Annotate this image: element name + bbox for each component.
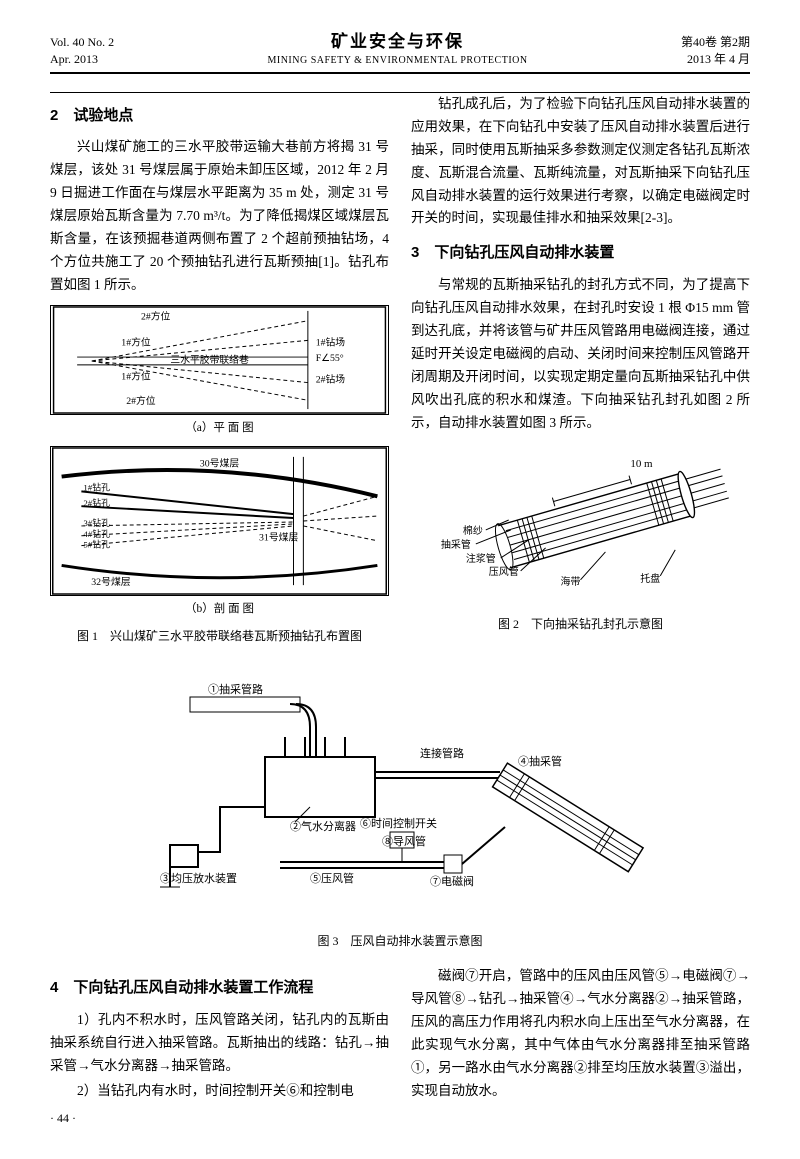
fig1b-svg: 30号煤层 31号煤层 32号煤层 1#钻孔 2#钻孔 3#钻孔 4#钻孔 5#… bbox=[50, 446, 389, 596]
section2-para1: 兴山煤矿施工的三水平胶带运输大巷前方将揭 31 号煤层，该处 31 号煤层属于原… bbox=[50, 136, 389, 297]
section3-para1: 与常规的瓦斯抽采钻孔的封孔方式不同，为了提高下向钻孔压风自动排水效果，在封孔时安… bbox=[411, 274, 750, 435]
para-after-fig1: 钻孔成孔后，为了检验下向钻孔压风自动排水装置的应用效果，在下向钻孔中安装了压风自… bbox=[411, 93, 750, 231]
fig2-len: 10 m bbox=[630, 459, 653, 471]
figure-3-wrap: ①抽采管路 ②气水分离器 ③均压放水装置 ④抽采管 ⑤压风管 ⑥时间控制开关 ⑦… bbox=[50, 667, 750, 951]
vol-line: Vol. 40 No. 2 bbox=[50, 34, 114, 51]
fig2-tray: 托盘 bbox=[640, 572, 660, 585]
fig1b-seam31: 31号煤层 bbox=[259, 531, 299, 544]
fig1a-lbl-1b: 1#方位 bbox=[121, 369, 151, 382]
fig1b-h3: 3#钻孔 bbox=[83, 517, 110, 528]
fig2-belt: 海带 bbox=[561, 575, 581, 588]
fig3-l7: ⑦电磁阀 bbox=[430, 874, 474, 888]
fig1a-lbl-1a: 1#方位 bbox=[121, 335, 151, 348]
fig2-air: 压风管 bbox=[489, 565, 519, 578]
journal-title-cn: 矿业安全与环保 bbox=[267, 30, 527, 54]
lower-columns: 4 下向钻孔压风自动排水装置工作流程 1）孔内不积水时，压风管路关闭，钻孔内的瓦… bbox=[50, 965, 750, 1129]
date-line: Apr. 2013 bbox=[50, 51, 114, 68]
fig1a-lbl-ang: F∠55° bbox=[316, 353, 344, 364]
fig1a-lbl-f2: 2#钻场 bbox=[316, 372, 346, 385]
fig1b-h5: 5#钻孔 bbox=[83, 539, 110, 550]
fig3-l2: ②气水分离器 bbox=[290, 819, 356, 833]
fig1b-seam32: 32号煤层 bbox=[91, 576, 131, 589]
journal-title-en: MINING SAFETY & ENVIRONMENTAL PROTECTION bbox=[267, 54, 527, 68]
fig3-l8: ⑧导风管 bbox=[382, 834, 426, 848]
fig1a-lbl-2b: 2#方位 bbox=[126, 394, 156, 407]
fig3-caption: 图 3 压风自动排水装置示意图 bbox=[50, 931, 750, 951]
fig1-caption: 图 1 兴山煤矿三水平胶带联络巷瓦斯预抽钻孔布置图 bbox=[50, 626, 389, 646]
fig2-svg: 10 m 棉纱 抽采管 注浆管 压风管 海带 托盘 bbox=[411, 442, 750, 602]
fig3-svg: ①抽采管路 ②气水分离器 ③均压放水装置 ④抽采管 ⑤压风管 ⑥时间控制开关 ⑦… bbox=[100, 667, 700, 927]
fig1b-h2: 2#钻孔 bbox=[83, 498, 110, 509]
fig2-ext: 抽采管 bbox=[441, 538, 471, 551]
fig3-conn: 连接管路 bbox=[420, 746, 464, 760]
fig1a-lbl-road: 三水平胶带联络巷 bbox=[170, 353, 249, 366]
fig2-inj: 注浆管 bbox=[466, 552, 496, 565]
header-right: 第40卷 第2期 2013 年 4 月 bbox=[681, 34, 750, 68]
fig1a-sub: （a）平 面 图 bbox=[50, 419, 389, 439]
section4-para3: 磁阀⑦开启，管路中的压风由压风管⑤→电磁阀⑦→导风管⑧→钻孔→抽采管④→气水分离… bbox=[411, 965, 750, 1103]
fig3-l4: ④抽采管 bbox=[518, 754, 562, 768]
figure-1a: 2#方位 1#方位 1#方位 2#方位 三水平胶带联络巷 1#钻场 F∠55° … bbox=[50, 305, 389, 439]
section2-title: 2 试验地点 bbox=[50, 103, 389, 129]
fig1a-lbl-2a: 2#方位 bbox=[141, 310, 171, 323]
fig2-cotton: 棉纱 bbox=[463, 524, 483, 537]
header-center: 矿业安全与环保 MINING SAFETY & ENVIRONMENTAL PR… bbox=[267, 30, 527, 68]
section3-title: 3 下向钻孔压风自动排水装置 bbox=[411, 240, 750, 266]
header-left: Vol. 40 No. 2 Apr. 2013 bbox=[50, 34, 114, 68]
fig3-l3: ③均压放水装置 bbox=[160, 871, 237, 885]
issue-date-cn: 2013 年 4 月 bbox=[681, 51, 750, 68]
fig1b-sub: （b）剖 面 图 bbox=[50, 600, 389, 620]
fig1a-svg: 2#方位 1#方位 1#方位 2#方位 三水平胶带联络巷 1#钻场 F∠55° … bbox=[50, 305, 389, 415]
page-header: Vol. 40 No. 2 Apr. 2013 矿业安全与环保 MINING S… bbox=[50, 30, 750, 74]
upper-columns: 2 试验地点 兴山煤矿施工的三水平胶带运输大巷前方将揭 31 号煤层，该处 31… bbox=[50, 93, 750, 653]
fig1b-h4: 4#钻孔 bbox=[83, 528, 110, 539]
section4-para2: 2）当钻孔内有水时，时间控制开关⑥和控制电 bbox=[50, 1080, 389, 1103]
figure-1b: 30号煤层 31号煤层 32号煤层 1#钻孔 2#钻孔 3#钻孔 4#钻孔 5#… bbox=[50, 446, 389, 646]
fig3-l1: ①抽采管路 bbox=[208, 682, 263, 696]
fig2-caption: 图 2 下向抽采钻孔封孔示意图 bbox=[411, 614, 750, 634]
page-number: · 44 · bbox=[50, 1108, 389, 1128]
fig1b-seam30: 30号煤层 bbox=[200, 457, 240, 470]
fig3-l6: ⑥时间控制开关 bbox=[360, 816, 437, 830]
figure-2: 10 m 棉纱 抽采管 注浆管 压风管 海带 托盘 图 2 下向抽采钻孔封孔示意… bbox=[411, 442, 750, 634]
issue-cn: 第40卷 第2期 bbox=[681, 34, 750, 51]
fig3-l5: ⑤压风管 bbox=[310, 871, 354, 885]
fig1b-h1: 1#钻孔 bbox=[83, 482, 110, 493]
fig1a-lbl-f1: 1#钻场 bbox=[316, 335, 346, 348]
section4-para1: 1）孔内不积水时，压风管路关闭，钻孔内的瓦斯由抽采系统自行进入抽采管路。瓦斯抽出… bbox=[50, 1009, 389, 1078]
section4-title: 4 下向钻孔压风自动排水装置工作流程 bbox=[50, 975, 389, 1001]
